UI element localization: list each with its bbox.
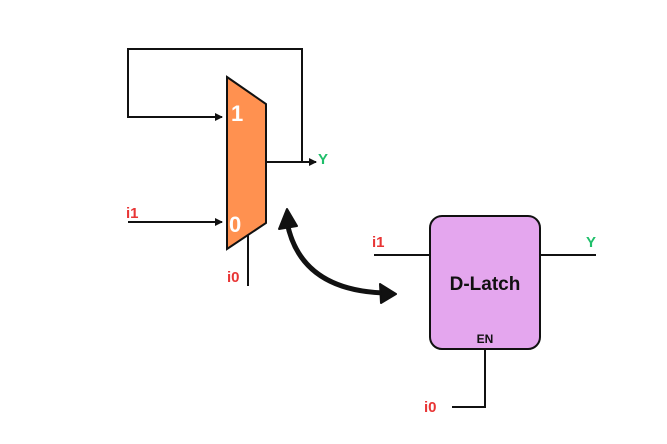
mux-output-label: Y — [318, 151, 328, 168]
mux-input1-label: 1 — [231, 101, 243, 126]
mux-group: 1 0 i1 i0 Y — [126, 48, 328, 286]
latch-enable-input-label: i0 — [424, 399, 437, 416]
latch-enable-wire — [452, 349, 486, 408]
mux-input0-label: 0 — [229, 212, 241, 237]
equivalence-arrow-curve — [284, 219, 387, 296]
mux-shape — [226, 75, 267, 251]
arrowhead-up-icon — [278, 208, 298, 230]
d-latch-group: D-Latch EN i1 Y i0 — [372, 215, 596, 416]
feedback-wire — [127, 48, 303, 162]
latch-output-label: Y — [586, 234, 596, 251]
arrowhead-right-icon — [379, 283, 397, 304]
d-latch-title: D-Latch — [450, 274, 521, 295]
mux-data-input-label: i1 — [126, 205, 139, 222]
equivalence-arrow — [278, 208, 397, 304]
latch-d-input-label: i1 — [372, 234, 385, 251]
d-latch-enable-label: EN — [477, 332, 494, 346]
mux-select-input-label: i0 — [227, 269, 240, 286]
d-latch-box — [429, 215, 541, 350]
